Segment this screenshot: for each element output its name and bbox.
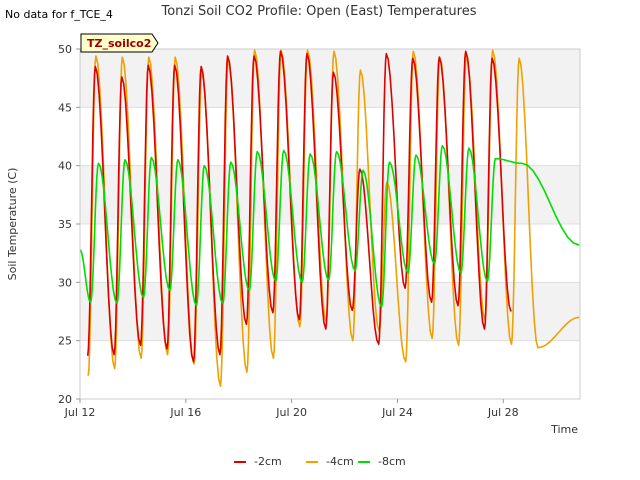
site-tag-label: TZ_soilco2: [87, 37, 151, 50]
y-tick-label: 20: [58, 393, 72, 406]
tick-labels: 20 25 30 35 40 45 50 Jul 12 Jul 16 Jul 20 Jul 24 Ju…: [58, 43, 519, 419]
x-tick-label: Jul 16: [169, 406, 201, 419]
no-data-note: No data for f_TCE_4: [5, 8, 113, 21]
chart-title: Tonzi Soil CO2 Profile: Open (East) Temp…: [160, 4, 476, 19]
plot-band: [80, 282, 580, 341]
y-axis-label: Soil Temperature (C): [6, 168, 19, 281]
legend: -2cm -4cm -8cm: [234, 455, 406, 468]
y-tick-label: 35: [58, 218, 72, 231]
legend-label: -2cm: [254, 455, 282, 468]
x-tick-label: Jul 12: [64, 406, 96, 419]
site-tag: TZ_soilco2: [80, 33, 159, 53]
legend-label: -8cm: [378, 455, 406, 468]
x-tick-label: Jul 24: [381, 406, 413, 419]
y-tick-label: 50: [58, 43, 72, 56]
y-tick-label: 45: [58, 101, 72, 114]
series-line-neg8cm: [79, 145, 580, 308]
y-tick-label: 40: [58, 160, 72, 173]
x-tick-label: Jul 28: [487, 406, 519, 419]
x-axis-label: Time: [550, 423, 578, 436]
y-tick-label: 30: [58, 276, 72, 289]
y-tick-label: 25: [58, 335, 72, 348]
plot-band: [80, 340, 580, 399]
series-layer: [79, 49, 580, 387]
series-line-neg2cm: [86, 50, 512, 363]
plot-band: [80, 49, 580, 108]
x-tick-label: Jul 20: [275, 406, 307, 419]
legend-label: -4cm: [326, 455, 354, 468]
